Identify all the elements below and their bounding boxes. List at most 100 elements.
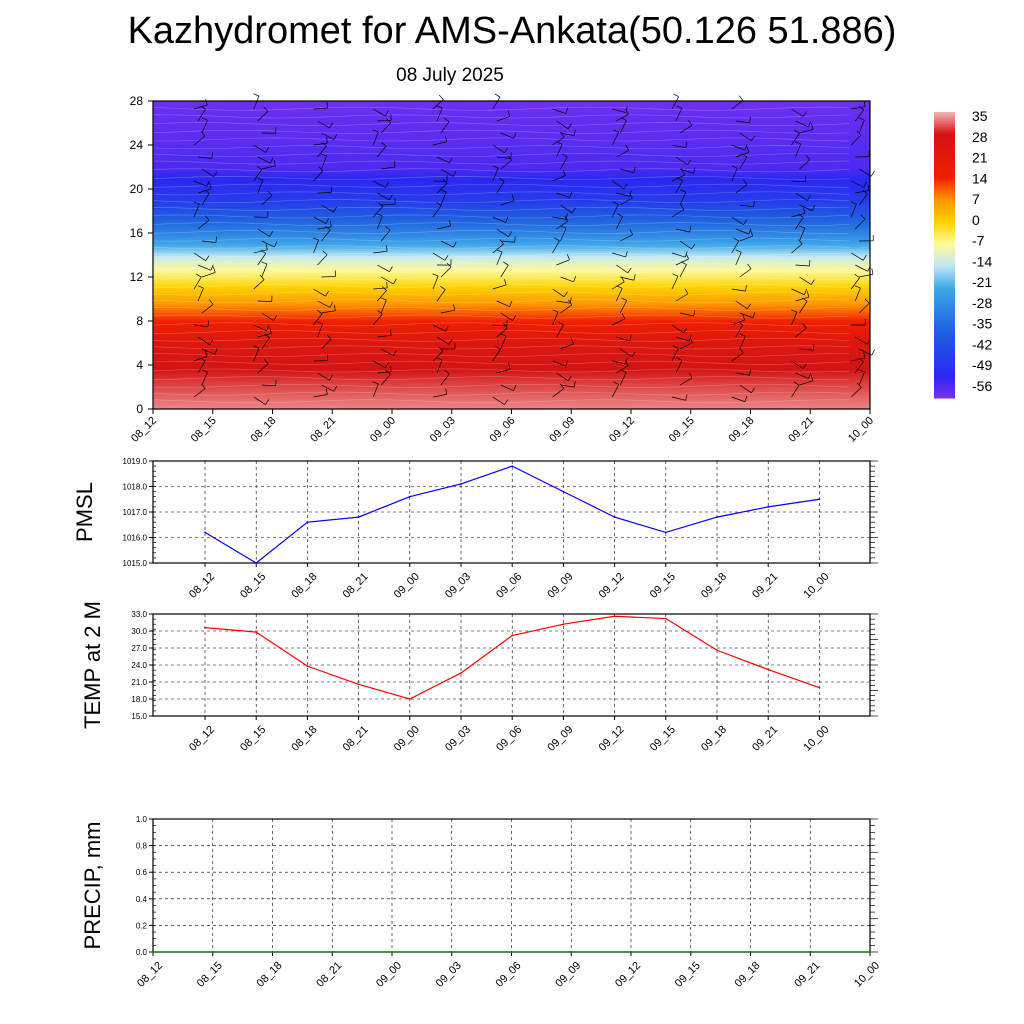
colorbar-segment bbox=[934, 333, 955, 337]
contour-line bbox=[152, 345, 850, 350]
heatmap-band bbox=[153, 107, 870, 111]
wind-barb-flag bbox=[860, 214, 866, 220]
heatmap-band bbox=[153, 373, 870, 377]
contour-line bbox=[152, 337, 850, 342]
colorbar-segment bbox=[934, 262, 955, 266]
heatmap-band bbox=[153, 189, 870, 192]
wind-barb bbox=[679, 264, 687, 278]
heatmap-band bbox=[153, 206, 870, 210]
wind-barb bbox=[492, 167, 499, 182]
colorbar-label: 35 bbox=[972, 108, 988, 124]
wind-barb bbox=[556, 372, 569, 382]
wind-barb bbox=[321, 338, 332, 350]
colorbar-segment bbox=[934, 209, 955, 213]
x-tick-label: 08_21 bbox=[308, 415, 338, 445]
heatmap-band bbox=[153, 358, 870, 362]
heatmap-band bbox=[153, 211, 870, 214]
wind-barb bbox=[552, 108, 566, 114]
wind-barb-flag bbox=[264, 333, 270, 338]
wind-barb bbox=[373, 180, 386, 188]
heatmap-band bbox=[153, 215, 870, 219]
colorbar-segment bbox=[934, 359, 955, 363]
wind-barb bbox=[440, 240, 454, 248]
wind-barb-flag bbox=[381, 286, 387, 291]
heatmap-band bbox=[153, 138, 870, 142]
wind-barb bbox=[201, 348, 216, 355]
colorbar-segment bbox=[934, 123, 955, 127]
heatmap-band bbox=[153, 307, 870, 311]
x-tick-label: 10_00 bbox=[801, 571, 831, 601]
colorbar-segment bbox=[934, 390, 955, 394]
colorbar-segment bbox=[934, 326, 955, 330]
colorbar-segment bbox=[934, 347, 955, 351]
data-point bbox=[630, 951, 632, 953]
colorbar-segment bbox=[934, 152, 955, 156]
data-point bbox=[613, 615, 616, 618]
wind-barb bbox=[317, 323, 323, 338]
heatmap-band bbox=[153, 371, 870, 375]
y-tick-label: 8 bbox=[136, 314, 143, 328]
x-tick-label: 09_15 bbox=[667, 415, 697, 445]
colorbar-segment bbox=[934, 271, 955, 275]
colorbar-segment bbox=[934, 285, 955, 289]
wind-barb bbox=[376, 215, 383, 230]
wind-barb-flag bbox=[200, 105, 206, 110]
wind-barb bbox=[799, 348, 814, 351]
x-tick-label: 09_09 bbox=[553, 960, 583, 990]
x-tick-label: 09_21 bbox=[750, 571, 780, 601]
heatmap-band bbox=[153, 395, 870, 399]
wind-barb bbox=[791, 384, 800, 398]
wind-barb-flag bbox=[556, 141, 563, 145]
wind-barb-flag bbox=[201, 369, 208, 373]
heatmap-band bbox=[153, 261, 870, 265]
wind-barb bbox=[731, 144, 745, 151]
wind-barb-flag bbox=[744, 144, 748, 151]
colorbar-segment bbox=[934, 383, 955, 387]
colorbar-segment bbox=[934, 238, 955, 242]
heatmap-band bbox=[153, 195, 870, 199]
wind-barb bbox=[492, 349, 501, 362]
wind-barb bbox=[731, 100, 744, 110]
colorbar-segment bbox=[934, 305, 955, 308]
x-tick-label: 09_12 bbox=[613, 960, 643, 990]
wind-barb-flag bbox=[559, 383, 565, 389]
colorbar-segment bbox=[934, 121, 955, 125]
wind-barb-flag bbox=[274, 241, 278, 248]
heatmap-band bbox=[153, 235, 870, 238]
colorbar-segment bbox=[934, 200, 955, 204]
colorbar-segment bbox=[934, 233, 955, 237]
wind-barb-flag bbox=[212, 266, 216, 273]
wind-barb bbox=[799, 276, 812, 285]
wind-barb bbox=[193, 203, 200, 218]
colorbar-segment bbox=[934, 245, 955, 249]
wind-barb-flag bbox=[390, 329, 392, 336]
wind-barb-flag bbox=[204, 215, 210, 221]
wind-barb bbox=[675, 360, 683, 374]
wind-barb-flag bbox=[573, 276, 577, 282]
colorbar-segment bbox=[934, 159, 955, 163]
y-tick-label: 1018.0 bbox=[123, 483, 148, 492]
contour-line bbox=[152, 291, 850, 296]
wind-barb bbox=[492, 284, 507, 290]
wind-barb bbox=[201, 371, 208, 386]
wind-barb-flag bbox=[749, 369, 751, 376]
wind-barb-flag bbox=[325, 388, 328, 395]
heatmap-band bbox=[153, 334, 870, 337]
wind-barb-flag bbox=[445, 325, 449, 332]
y-tick-label: 1016.0 bbox=[123, 534, 148, 543]
wind-barb-flag bbox=[436, 357, 443, 361]
contour-line bbox=[152, 145, 850, 150]
wind-barb-flag bbox=[681, 169, 686, 176]
heatmap-band bbox=[153, 233, 870, 236]
colorbar-segment bbox=[934, 207, 955, 211]
data-point bbox=[716, 649, 718, 652]
wind-barb bbox=[795, 264, 810, 267]
wind-barb-flag bbox=[270, 157, 274, 164]
heatmap-band bbox=[153, 378, 870, 381]
wind-barb-flag bbox=[753, 200, 755, 207]
x-tick-label: 09_03 bbox=[434, 960, 464, 990]
data-point bbox=[460, 672, 462, 674]
wind-barb bbox=[197, 360, 206, 374]
wind-barb bbox=[675, 228, 690, 233]
heatmap-band bbox=[153, 343, 870, 346]
